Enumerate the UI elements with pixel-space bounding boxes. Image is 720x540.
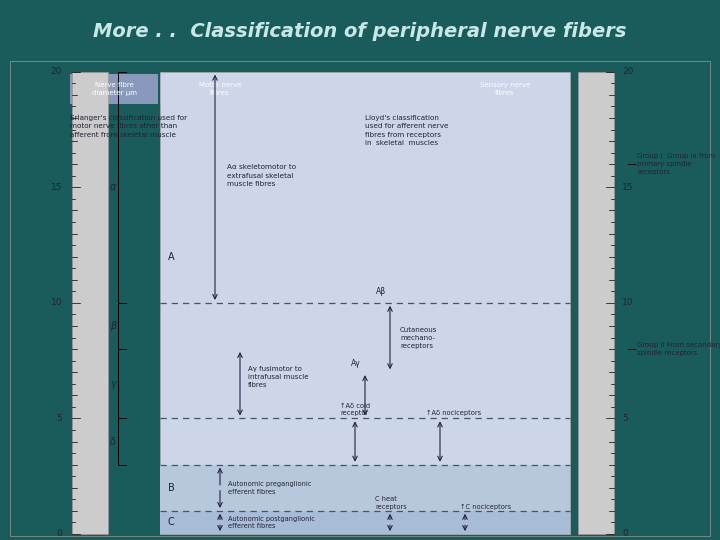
Text: 15: 15 xyxy=(622,183,634,192)
Text: Aβ: Aβ xyxy=(376,287,386,296)
Text: Group II From secondary
spindle receptors: Group II From secondary spindle receptor… xyxy=(637,342,720,356)
Text: 20: 20 xyxy=(50,68,62,76)
Text: Motor nerve
fibres: Motor nerve fibres xyxy=(199,82,241,96)
FancyBboxPatch shape xyxy=(445,74,563,104)
Text: 5: 5 xyxy=(56,414,62,423)
Text: More . .  Classification of peripheral nerve fibers: More . . Classification of peripheral ne… xyxy=(94,22,626,40)
Text: 20: 20 xyxy=(622,68,634,76)
Text: 0: 0 xyxy=(56,530,62,538)
Text: A: A xyxy=(168,252,175,262)
Text: C: C xyxy=(168,517,175,528)
Text: γ: γ xyxy=(110,379,116,389)
Text: 15: 15 xyxy=(50,183,62,192)
Text: Aγ: Aγ xyxy=(351,359,361,368)
Text: Autonomic postganglionic
efferent fibres: Autonomic postganglionic efferent fibres xyxy=(228,516,315,529)
FancyBboxPatch shape xyxy=(160,74,280,104)
Text: Group I  Group Ia from
primary spindle
receptors: Group I Group Ia from primary spindle re… xyxy=(637,153,715,175)
FancyBboxPatch shape xyxy=(70,74,158,104)
Text: Nerve fibre
diameter μm: Nerve fibre diameter μm xyxy=(91,82,137,96)
FancyBboxPatch shape xyxy=(160,72,570,534)
Text: δ: δ xyxy=(110,436,116,447)
Text: 10: 10 xyxy=(622,299,634,307)
Text: 5: 5 xyxy=(622,414,628,423)
Text: α: α xyxy=(110,183,116,192)
Text: 0: 0 xyxy=(622,530,628,538)
Text: 10: 10 xyxy=(50,299,62,307)
Text: Autonomic preganglionic
efferent fibres: Autonomic preganglionic efferent fibres xyxy=(228,481,311,495)
FancyBboxPatch shape xyxy=(160,511,570,534)
FancyBboxPatch shape xyxy=(72,72,108,534)
Text: ↑Aδ cold
receptor: ↑Aδ cold receptor xyxy=(340,403,370,416)
FancyBboxPatch shape xyxy=(160,464,570,511)
Text: Aγ fusimotor to
intrafusal muscle
fibres: Aγ fusimotor to intrafusal muscle fibres xyxy=(248,366,308,388)
Text: β: β xyxy=(110,321,116,331)
Text: Aα skeletomotor to
extrafusal skeletal
muscle fibres: Aα skeletomotor to extrafusal skeletal m… xyxy=(227,164,296,187)
Text: C heat
receptors: C heat receptors xyxy=(375,496,407,510)
Text: Cutaneous
mechano-
receptors: Cutaneous mechano- receptors xyxy=(400,327,437,348)
Text: Sensory nerve
fibres: Sensory nerve fibres xyxy=(480,82,530,96)
Text: ↑Aδ nociceptors: ↑Aδ nociceptors xyxy=(426,410,481,416)
Text: Lloyd's classification
used for afferent nerve
fibres from receptors
in  skeleta: Lloyd's classification used for afferent… xyxy=(365,115,449,146)
FancyBboxPatch shape xyxy=(578,72,614,534)
Text: ↑C nociceptors: ↑C nociceptors xyxy=(460,504,511,510)
Text: B: B xyxy=(168,483,175,493)
Text: Erlanger's classification used for
motor nerve fibres other than
afferent from s: Erlanger's classification used for motor… xyxy=(70,115,187,138)
